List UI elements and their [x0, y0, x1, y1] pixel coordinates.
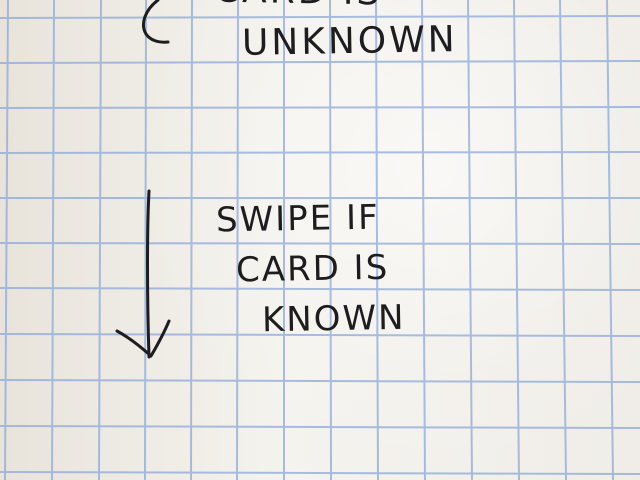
unknown-label: UNKNOWN	[241, 19, 459, 64]
known-label: KNOWN	[261, 297, 406, 341]
partial-card-is-label: CARD IS	[214, 0, 383, 13]
swipe-if-label: SWIPE IF	[215, 197, 380, 241]
card-is-label: CARD IS	[235, 247, 390, 291]
curve-stroke-icon	[142, 0, 170, 44]
down-arrow-icon	[115, 189, 171, 359]
